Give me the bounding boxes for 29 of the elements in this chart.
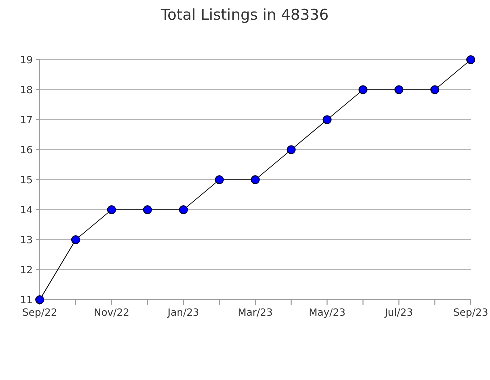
x-tick-label: Nov/22 (94, 308, 130, 319)
point (179, 206, 188, 214)
x-tick-label: Jul/23 (384, 308, 414, 319)
point (466, 56, 476, 64)
y-tick-label: 16 (20, 146, 33, 156)
y-tick-label: 12 (20, 266, 33, 276)
y-tick-label: 19 (20, 56, 33, 66)
x-tick-label: Sep/22 (22, 308, 58, 319)
y-tick-label: 18 (20, 86, 33, 96)
point (215, 176, 224, 184)
point (251, 176, 260, 184)
y-tick-label: 14 (20, 206, 33, 216)
point (286, 146, 296, 154)
y-tick-label: 13 (20, 236, 33, 246)
point (107, 206, 116, 214)
point (71, 236, 80, 244)
x-tick-label: Jan/23 (166, 308, 200, 319)
x-tick-label: Sep/23 (454, 308, 488, 319)
point (394, 86, 404, 94)
point (358, 86, 368, 94)
y-tick-label: 15 (20, 176, 33, 186)
point (430, 86, 440, 94)
chart-title: Total Listings in 48336 (160, 6, 329, 24)
x-tick-label: Mar/23 (238, 308, 273, 319)
x-tick-label: May/23 (308, 308, 346, 319)
y-tick-label: 11 (20, 296, 33, 306)
point (322, 116, 332, 124)
point (143, 206, 152, 214)
y-tick-label: 17 (20, 116, 33, 126)
